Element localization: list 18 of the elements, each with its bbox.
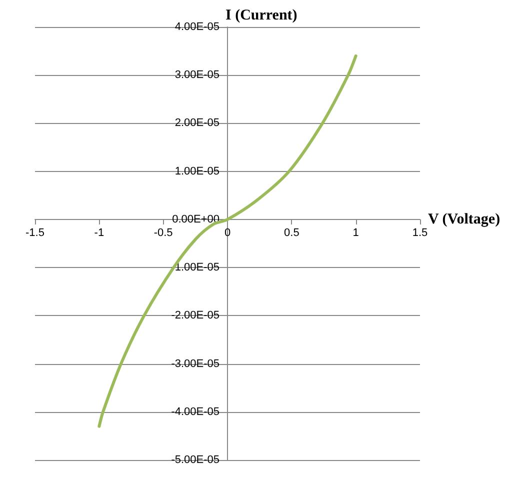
x-tick-label: -0.5 xyxy=(154,226,173,239)
y-tick-label: -5.00E-05 xyxy=(171,454,220,466)
y-axis-title: I (Current) xyxy=(226,8,298,24)
y-tick-label: 2.00E-05 xyxy=(174,117,220,130)
y-tick-label: 1.00E-05 xyxy=(174,165,220,178)
x-tick-label: 1.5 xyxy=(412,226,428,239)
y-tick-label: -3.00E-05 xyxy=(171,358,220,370)
x-tick-label: -1.5 xyxy=(26,226,44,239)
x-tick-label: 1 xyxy=(352,226,359,239)
y-tick-label: 0.00E+00 xyxy=(172,213,220,226)
x-tick-label: -1 xyxy=(94,226,104,239)
y-tick-label: -2.00E-05 xyxy=(171,310,220,322)
x-tick-label: 0.5 xyxy=(284,226,300,239)
y-tick-label: 3.00E-05 xyxy=(174,69,220,82)
y-tick-label: 4.00E-05 xyxy=(174,21,220,33)
x-tick-label: 0 xyxy=(224,226,231,239)
y-tick-label: -4.00E-05 xyxy=(171,406,220,418)
x-axis-title: V (Voltage) xyxy=(428,211,500,228)
